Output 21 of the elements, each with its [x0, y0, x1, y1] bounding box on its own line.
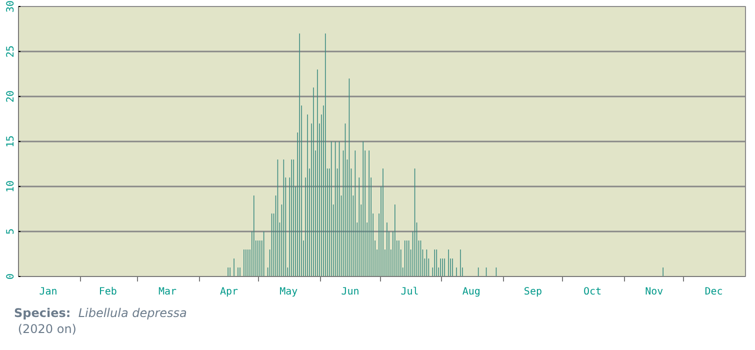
text: Species: Libellula depressa — [14, 306, 187, 320]
x-tick-label: Jun — [341, 286, 360, 298]
y-tick-label: 0 — [6, 273, 16, 280]
y-tick-label: 5 — [6, 228, 16, 235]
text: (2020 on) — [16, 321, 78, 337]
x-tick-label: Feb — [98, 286, 117, 298]
y-tick-label: 10 — [6, 180, 16, 193]
y-tick-label: 30 — [6, 0, 16, 13]
x-tick-label: Aug — [462, 286, 480, 298]
x-tick-label: May — [280, 286, 298, 298]
y-tick-label: 15 — [6, 135, 16, 148]
x-tick-label: Jul — [400, 286, 419, 298]
y-tick-label: 20 — [6, 90, 16, 103]
x-tick-label: Oct — [584, 286, 602, 298]
x-tick-label: Apr — [220, 286, 238, 298]
y-tick-label: 25 — [6, 45, 16, 58]
x-tick-label: Nov — [645, 286, 664, 298]
x-tick-label: Sep — [524, 286, 542, 298]
x-tick-label: Jan — [39, 286, 58, 298]
x-tick-label: Mar — [158, 286, 177, 298]
x-tick-label: Dec — [704, 286, 723, 298]
